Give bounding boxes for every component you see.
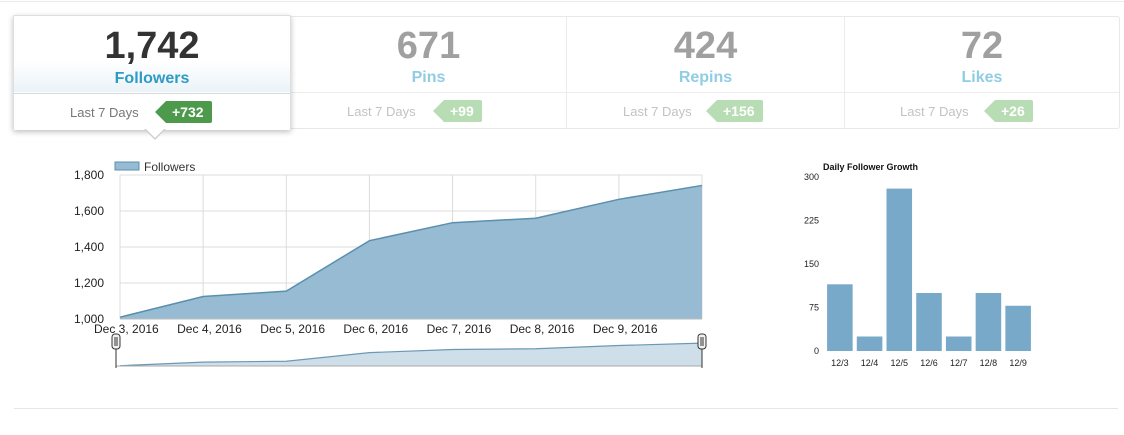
bar (916, 293, 942, 351)
period-label: Last 7 Days (347, 104, 416, 119)
bar (856, 336, 883, 351)
x-tick-label: 12/4 (861, 358, 879, 368)
stat-value: 671 (396, 25, 461, 67)
stat-label: Followers (114, 70, 190, 87)
navigator-area (116, 343, 702, 366)
chart-title: Daily Follower Growth (823, 162, 918, 172)
stat-tile-repins[interactable]: 424 Repins Last 7 Days +156 (567, 17, 844, 128)
range-selector[interactable] (111, 333, 707, 368)
x-tick-label: 12/8 (980, 358, 998, 368)
range-handle-left[interactable] (111, 333, 121, 368)
y-axis-ticks: 1,000 1,200 1,400 1,600 1,800 (74, 168, 104, 326)
bar (886, 188, 913, 351)
period-label: Last 7 Days (623, 104, 692, 119)
change-badge: +732 (155, 101, 212, 123)
y-tick-label: 1,200 (74, 276, 104, 290)
stat-footer: Last 7 Days +26 (845, 92, 1119, 129)
active-tile-pointer (145, 128, 165, 138)
change-badge: +99 (433, 100, 482, 122)
stat-tile-followers[interactable]: 1,742 Followers Last 7 Days +732 (13, 15, 291, 130)
bar (827, 284, 853, 351)
tile-divider (844, 17, 845, 128)
legend-label: Followers (144, 160, 195, 174)
y-tick-label: 75 (809, 303, 819, 313)
stat-footer: Last 7 Days +156 (567, 92, 844, 129)
y-tick-label: 225 (804, 216, 819, 226)
stat-value: 72 (960, 25, 1004, 67)
stat-label: Repins (678, 69, 733, 86)
x-axis-ticks: Dec 3, 2016 Dec 4, 2016 Dec 5, 2016 Dec 6, … (94, 322, 658, 336)
stat-label: Pins (411, 69, 446, 86)
x-tick-label: Dec 8, 2016 (510, 322, 575, 336)
tile-highlight (14, 61, 290, 92)
stats-bar: 1,742 Followers Last 7 Days +732 671 Pin… (13, 15, 1120, 140)
bar-series (827, 188, 1031, 351)
period-label: Last 7 Days (70, 105, 139, 120)
top-border (0, 1, 1124, 2)
x-tick-label: Dec 5, 2016 (260, 322, 325, 336)
change-badge: +156 (706, 100, 763, 122)
stat-tile-likes[interactable]: 72 Likes Last 7 Days +26 (845, 17, 1119, 128)
x-tick-label: Dec 3, 2016 (94, 322, 159, 336)
stat-footer: Last 7 Days +732 (14, 93, 290, 130)
x-tick-label: Dec 9, 2016 (593, 322, 658, 336)
bar (1005, 305, 1031, 351)
stat-value: 1,742 (104, 25, 200, 67)
x-axis-ticks: 12/3 12/4 12/5 12/6 12/7 12/8 12/9 (831, 358, 1027, 368)
y-tick-label: 300 (804, 172, 819, 182)
change-badge: +26 (984, 100, 1033, 122)
period-label: Last 7 Days (900, 104, 969, 119)
y-tick-label: 150 (804, 259, 819, 269)
range-handle-right[interactable] (697, 333, 707, 368)
x-tick-label: 12/7 (950, 358, 968, 368)
x-tick-label: 12/9 (1009, 358, 1027, 368)
stat-tile-pins[interactable]: 671 Pins Last 7 Days +99 (291, 17, 566, 128)
x-tick-label: Dec 6, 2016 (343, 322, 408, 336)
y-tick-label: 0 (814, 346, 819, 356)
x-tick-label: 12/5 (891, 358, 909, 368)
tile-divider (566, 17, 567, 128)
navigator-line (119, 342, 703, 367)
x-tick-label: Dec 4, 2016 (177, 322, 242, 336)
bottom-divider (14, 408, 1118, 409)
stat-label: Likes (961, 69, 1003, 86)
area-fill-shape (120, 185, 702, 319)
x-tick-label: 12/3 (831, 358, 849, 368)
stat-footer: Last 7 Days +99 (291, 92, 566, 129)
legend-swatch (114, 161, 140, 171)
x-tick-label: Dec 7, 2016 (427, 322, 492, 336)
y-tick-label: 1,800 (74, 168, 104, 182)
bar (975, 293, 1002, 351)
area-series (119, 184, 703, 320)
y-tick-label: 1,000 (74, 312, 104, 326)
y-axis-ticks: 0 75 150 225 300 (804, 172, 819, 356)
y-tick-label: 1,600 (74, 204, 104, 218)
y-tick-label: 1,400 (74, 240, 104, 254)
chart-legend: Followers (114, 160, 195, 174)
area-line (119, 184, 703, 318)
stat-value: 424 (673, 25, 738, 67)
bar (945, 336, 972, 351)
x-tick-label: 12/6 (920, 358, 938, 368)
